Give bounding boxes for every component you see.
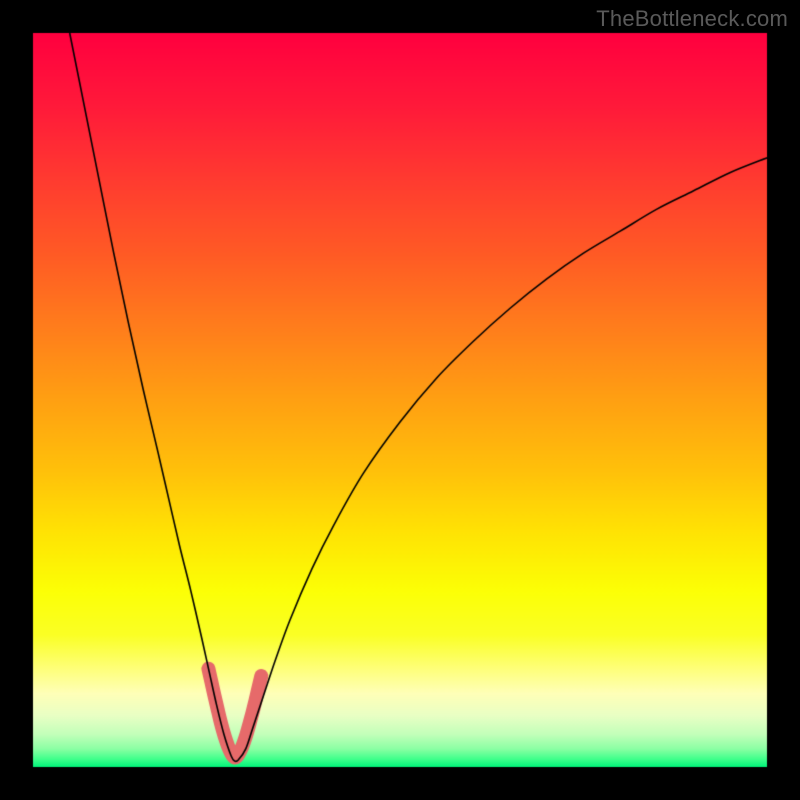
watermark-text: TheBottleneck.com xyxy=(596,6,788,32)
chart-container: TheBottleneck.com xyxy=(0,0,800,800)
bottleneck-curve-chart xyxy=(0,0,800,800)
